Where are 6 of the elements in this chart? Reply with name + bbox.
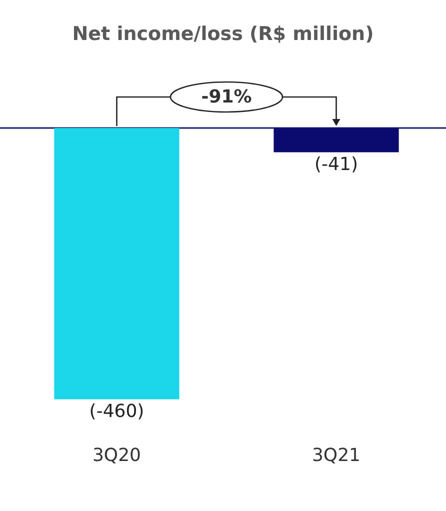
text: -91% bbox=[201, 86, 252, 108]
data-label: (-41) bbox=[314, 154, 358, 175]
x-tick-label: 3Q21 bbox=[312, 444, 361, 466]
chart-title: Net income/loss (R$ million) bbox=[72, 22, 374, 45]
x-tick-label: 3Q20 bbox=[92, 444, 142, 466]
data-label: (-460) bbox=[89, 401, 144, 422]
